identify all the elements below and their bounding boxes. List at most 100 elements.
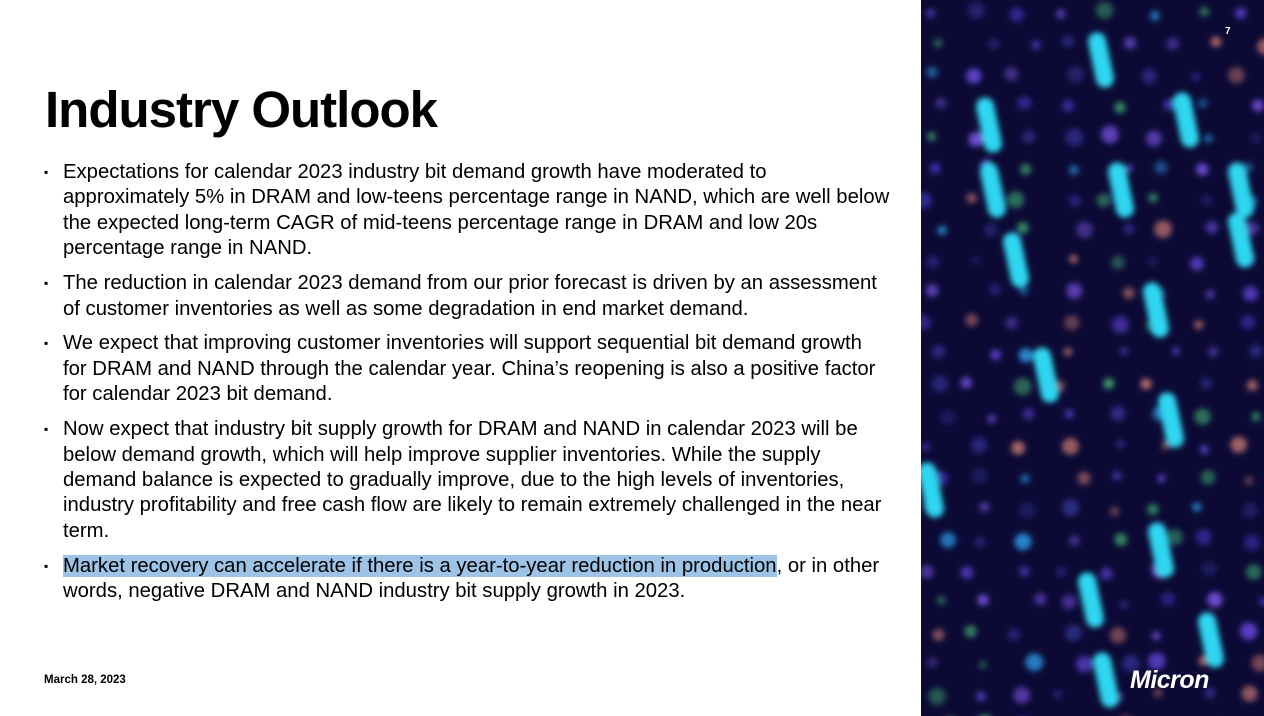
light-dot <box>1257 38 1264 55</box>
light-dot <box>1114 101 1126 114</box>
light-dot <box>1056 567 1066 577</box>
light-dot <box>1171 346 1181 356</box>
light-dot <box>1008 628 1020 641</box>
light-dot <box>1013 377 1032 396</box>
light-dot <box>1204 134 1213 143</box>
light-streak <box>1088 32 1114 88</box>
light-dot <box>1019 286 1029 296</box>
light-dot <box>971 437 988 454</box>
light-dot <box>1053 690 1062 699</box>
light-dot <box>1249 344 1263 358</box>
light-streak <box>1158 392 1184 448</box>
light-dot <box>1019 502 1036 519</box>
light-dot <box>1200 377 1212 389</box>
bullet: We expect that improving customer invent… <box>44 331 890 407</box>
light-dot <box>967 2 985 19</box>
light-dot <box>1148 193 1158 203</box>
date: March 28, 2023 <box>44 674 126 686</box>
light-dot <box>1192 502 1202 512</box>
slide-title: Industry Outlook <box>45 81 438 138</box>
light-dot <box>1152 631 1161 641</box>
light-dot <box>1064 315 1080 331</box>
light-dot <box>1149 10 1160 21</box>
light-dot <box>1025 653 1044 672</box>
light-dot <box>988 38 999 50</box>
light-dot <box>1009 7 1024 22</box>
light-dot <box>935 97 947 109</box>
light-dot <box>1124 163 1134 173</box>
light-dot <box>1123 223 1135 235</box>
light-dot <box>1020 163 1032 175</box>
light-dot <box>1111 255 1125 270</box>
light-dot <box>932 344 946 359</box>
light-dot <box>932 629 945 641</box>
light-dot <box>987 414 997 424</box>
light-streak <box>1143 282 1169 338</box>
light-streak <box>1033 347 1059 403</box>
light-dot <box>1259 597 1264 606</box>
light-dot <box>966 68 982 84</box>
light-dot <box>1017 95 1032 111</box>
light-dot <box>1123 36 1137 50</box>
bullet-text: , or in other words, negative DRAM and N… <box>63 554 880 603</box>
light-dot <box>1195 163 1209 176</box>
light-dot <box>1154 220 1172 238</box>
light-streak <box>1173 92 1199 148</box>
light-dot <box>1062 99 1075 112</box>
light-dot <box>968 132 984 147</box>
light-dot <box>1096 193 1111 208</box>
bullet-list: Expectations for calendar 2023 industry … <box>44 160 890 614</box>
light-streak <box>980 162 1006 218</box>
light-dot <box>1198 656 1208 666</box>
light-dot <box>1207 346 1219 357</box>
light-dot <box>1007 191 1025 209</box>
decorative-image <box>921 0 1264 716</box>
light-dot <box>1243 286 1258 302</box>
light-dot <box>974 536 986 548</box>
light-dot <box>1111 316 1129 334</box>
light-dot <box>1246 379 1258 391</box>
light-dot <box>1153 688 1163 697</box>
light-dot <box>1205 289 1215 299</box>
light-dot <box>1252 99 1264 112</box>
light-dot <box>928 687 946 706</box>
light-dot <box>960 377 972 389</box>
bullet: Market recovery can accelerate if there … <box>44 554 890 605</box>
light-dot <box>977 594 989 606</box>
light-dot <box>921 564 934 579</box>
light-dot <box>1005 316 1018 330</box>
light-dot <box>1019 566 1030 577</box>
light-dot <box>1207 592 1223 608</box>
light-dot <box>1069 165 1079 175</box>
light-dot <box>1160 592 1176 607</box>
light-dot <box>1068 194 1081 207</box>
light-dot <box>1197 98 1208 109</box>
light-dot <box>1199 6 1210 17</box>
light-dot <box>1061 499 1080 517</box>
light-dot <box>1011 441 1025 455</box>
light-dot <box>1140 378 1152 390</box>
light-dot <box>990 349 1001 360</box>
light-dot <box>1062 438 1079 455</box>
light-dot <box>1251 654 1264 672</box>
light-dot <box>1119 600 1129 610</box>
light-dot <box>1123 287 1135 299</box>
light-dot <box>1166 529 1183 546</box>
light-dot <box>1114 533 1128 546</box>
light-dot <box>1154 160 1168 174</box>
light-dot <box>1246 564 1262 580</box>
light-dot <box>1100 125 1119 144</box>
light-dot <box>1204 687 1216 699</box>
light-dot <box>937 225 947 236</box>
light-dot <box>921 442 931 452</box>
light-dot <box>1065 624 1082 641</box>
light-dot <box>966 192 977 204</box>
light-dot <box>1065 128 1084 147</box>
light-dot <box>921 192 932 209</box>
light-dot <box>979 502 990 512</box>
light-dot <box>1240 314 1255 330</box>
bullet: Now expect that industry bit supply grow… <box>44 417 890 544</box>
light-streak <box>1078 572 1104 628</box>
light-dot <box>1239 622 1258 640</box>
